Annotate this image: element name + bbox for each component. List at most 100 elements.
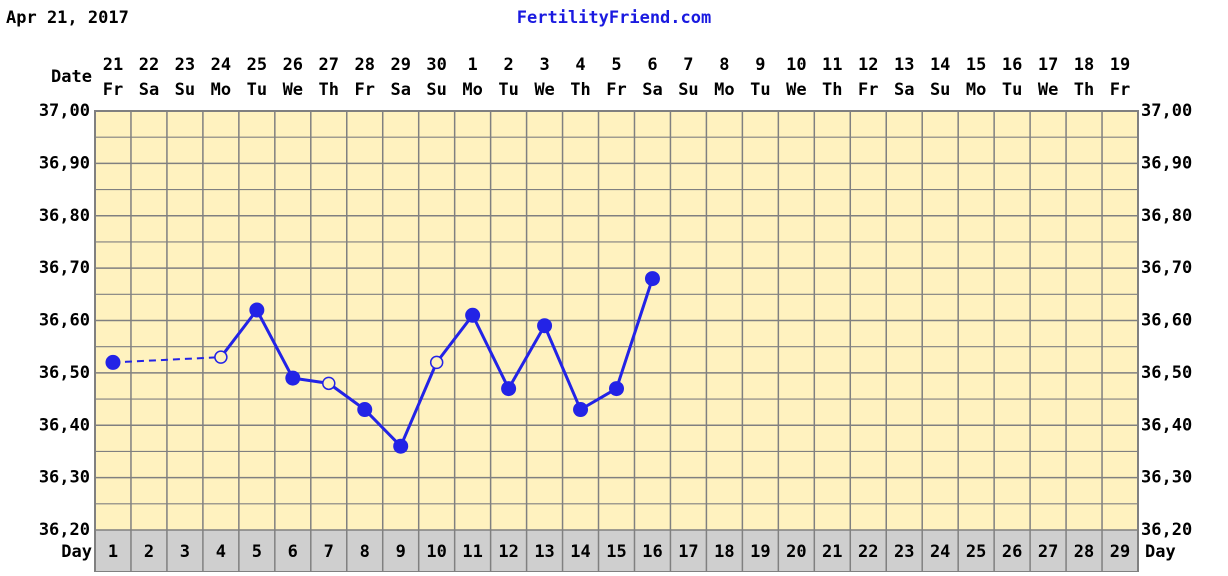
weekday-label: Th bbox=[570, 80, 590, 100]
date-label: Date bbox=[51, 67, 92, 87]
date-label: 10 bbox=[786, 55, 806, 75]
date-label: 18 bbox=[1074, 55, 1094, 75]
day-number: 17 bbox=[678, 542, 698, 562]
y-tick-label: 36,50 bbox=[39, 363, 90, 383]
day-number: 29 bbox=[1110, 542, 1130, 562]
date-label: 27 bbox=[319, 55, 339, 75]
day-number: 18 bbox=[714, 542, 734, 562]
point bbox=[105, 354, 121, 370]
date-label: 26 bbox=[283, 55, 303, 75]
y-tick-label-right: 37,00 bbox=[1141, 101, 1192, 121]
weekday-label: Tu bbox=[1002, 80, 1022, 100]
date-label: 21 bbox=[103, 55, 123, 75]
day-number: 20 bbox=[786, 542, 806, 562]
date-label: 19 bbox=[1110, 55, 1130, 75]
weekday-label: Th bbox=[319, 80, 339, 100]
y-tick-label: 36,40 bbox=[39, 415, 90, 435]
point bbox=[285, 370, 301, 386]
day-number: 24 bbox=[930, 542, 950, 562]
y-tick-label: 36,70 bbox=[39, 258, 90, 278]
y-tick-label-right: 36,30 bbox=[1141, 468, 1192, 488]
day-number: 21 bbox=[822, 542, 842, 562]
date-label: 9 bbox=[755, 55, 765, 75]
weekday-label: Fr bbox=[1110, 80, 1130, 100]
day-number: 22 bbox=[858, 542, 878, 562]
day-number: 26 bbox=[1002, 542, 1022, 562]
date-label: 28 bbox=[354, 55, 374, 75]
day-number: 10 bbox=[426, 542, 446, 562]
weekday-label: Fr bbox=[103, 80, 123, 100]
date-label: 14 bbox=[930, 55, 950, 75]
y-tick-label-right: 36,40 bbox=[1141, 415, 1192, 435]
date-label: 25 bbox=[247, 55, 267, 75]
day-number: 27 bbox=[1038, 542, 1058, 562]
date-label: 23 bbox=[175, 55, 195, 75]
weekday-label: We bbox=[534, 80, 554, 100]
date-label: 17 bbox=[1038, 55, 1058, 75]
date-label: 11 bbox=[822, 55, 842, 75]
y-tick-label: 37,00 bbox=[39, 101, 90, 121]
weekday-label: Fr bbox=[606, 80, 626, 100]
weekday-label: Th bbox=[822, 80, 842, 100]
point bbox=[609, 381, 624, 397]
date-label: 4 bbox=[575, 55, 585, 75]
day-number: 11 bbox=[462, 542, 482, 562]
day-row bbox=[95, 530, 1138, 572]
weekday-label: Su bbox=[678, 80, 698, 100]
weekday-label: Th bbox=[1074, 80, 1094, 100]
weekday-label: We bbox=[786, 80, 806, 100]
day-number: 1 bbox=[108, 542, 118, 562]
date-label: 2 bbox=[503, 55, 513, 75]
point bbox=[537, 318, 553, 334]
open-point bbox=[429, 355, 444, 370]
day-number: 15 bbox=[606, 542, 626, 562]
date-label: 12 bbox=[858, 55, 878, 75]
gap-connector bbox=[112, 356, 221, 364]
date-label: 1 bbox=[468, 55, 478, 75]
day-number: 8 bbox=[360, 542, 370, 562]
weekday-label: Mo bbox=[462, 80, 482, 100]
point bbox=[357, 402, 373, 418]
weekday-label: We bbox=[283, 80, 303, 100]
point bbox=[644, 271, 660, 287]
day-number: 14 bbox=[570, 542, 590, 562]
day-number: 12 bbox=[498, 542, 518, 562]
weekday-label: Mo bbox=[714, 80, 734, 100]
weekday-label: Su bbox=[930, 80, 950, 100]
weekday-label: Fr bbox=[354, 80, 374, 100]
weekday-label: Mo bbox=[211, 80, 231, 100]
date-label: 16 bbox=[1002, 55, 1022, 75]
y-tick-label-right: 36,80 bbox=[1141, 206, 1192, 226]
date-label: 13 bbox=[894, 55, 914, 75]
day-number: 16 bbox=[642, 542, 662, 562]
day-number: 2 bbox=[144, 542, 154, 562]
date-label: 3 bbox=[539, 55, 549, 75]
y-tick-label-right: 36,20 bbox=[1141, 520, 1192, 540]
date-label: 29 bbox=[390, 55, 410, 75]
day-number: 3 bbox=[180, 542, 190, 562]
y-tick-label-right: 36,60 bbox=[1141, 311, 1192, 331]
weekday-label: Sa bbox=[894, 80, 914, 100]
day-number: 13 bbox=[534, 542, 554, 562]
weekday-label: Su bbox=[175, 80, 195, 100]
weekday-label: We bbox=[1038, 80, 1058, 100]
date-label: 6 bbox=[647, 55, 657, 75]
y-tick-label-right: 36,90 bbox=[1141, 153, 1192, 173]
day-number: 6 bbox=[288, 542, 298, 562]
day-label-right: Day bbox=[1145, 542, 1176, 562]
y-tick-label-right: 36,50 bbox=[1141, 363, 1192, 383]
point bbox=[465, 307, 481, 323]
date-label: 22 bbox=[139, 55, 159, 75]
y-tick-label: 36,30 bbox=[39, 468, 90, 488]
weekday-label: Mo bbox=[966, 80, 986, 100]
weekday-label: Fr bbox=[858, 80, 878, 100]
point bbox=[393, 438, 409, 454]
day-number: 5 bbox=[252, 542, 262, 562]
weekday-label: Sa bbox=[139, 80, 159, 100]
header-date: Apr 21, 2017 bbox=[6, 8, 129, 28]
day-number: 4 bbox=[216, 542, 226, 562]
y-tick-label: 36,60 bbox=[39, 311, 90, 331]
weekday-label: Tu bbox=[498, 80, 518, 100]
day-label-left: Day bbox=[61, 542, 92, 562]
